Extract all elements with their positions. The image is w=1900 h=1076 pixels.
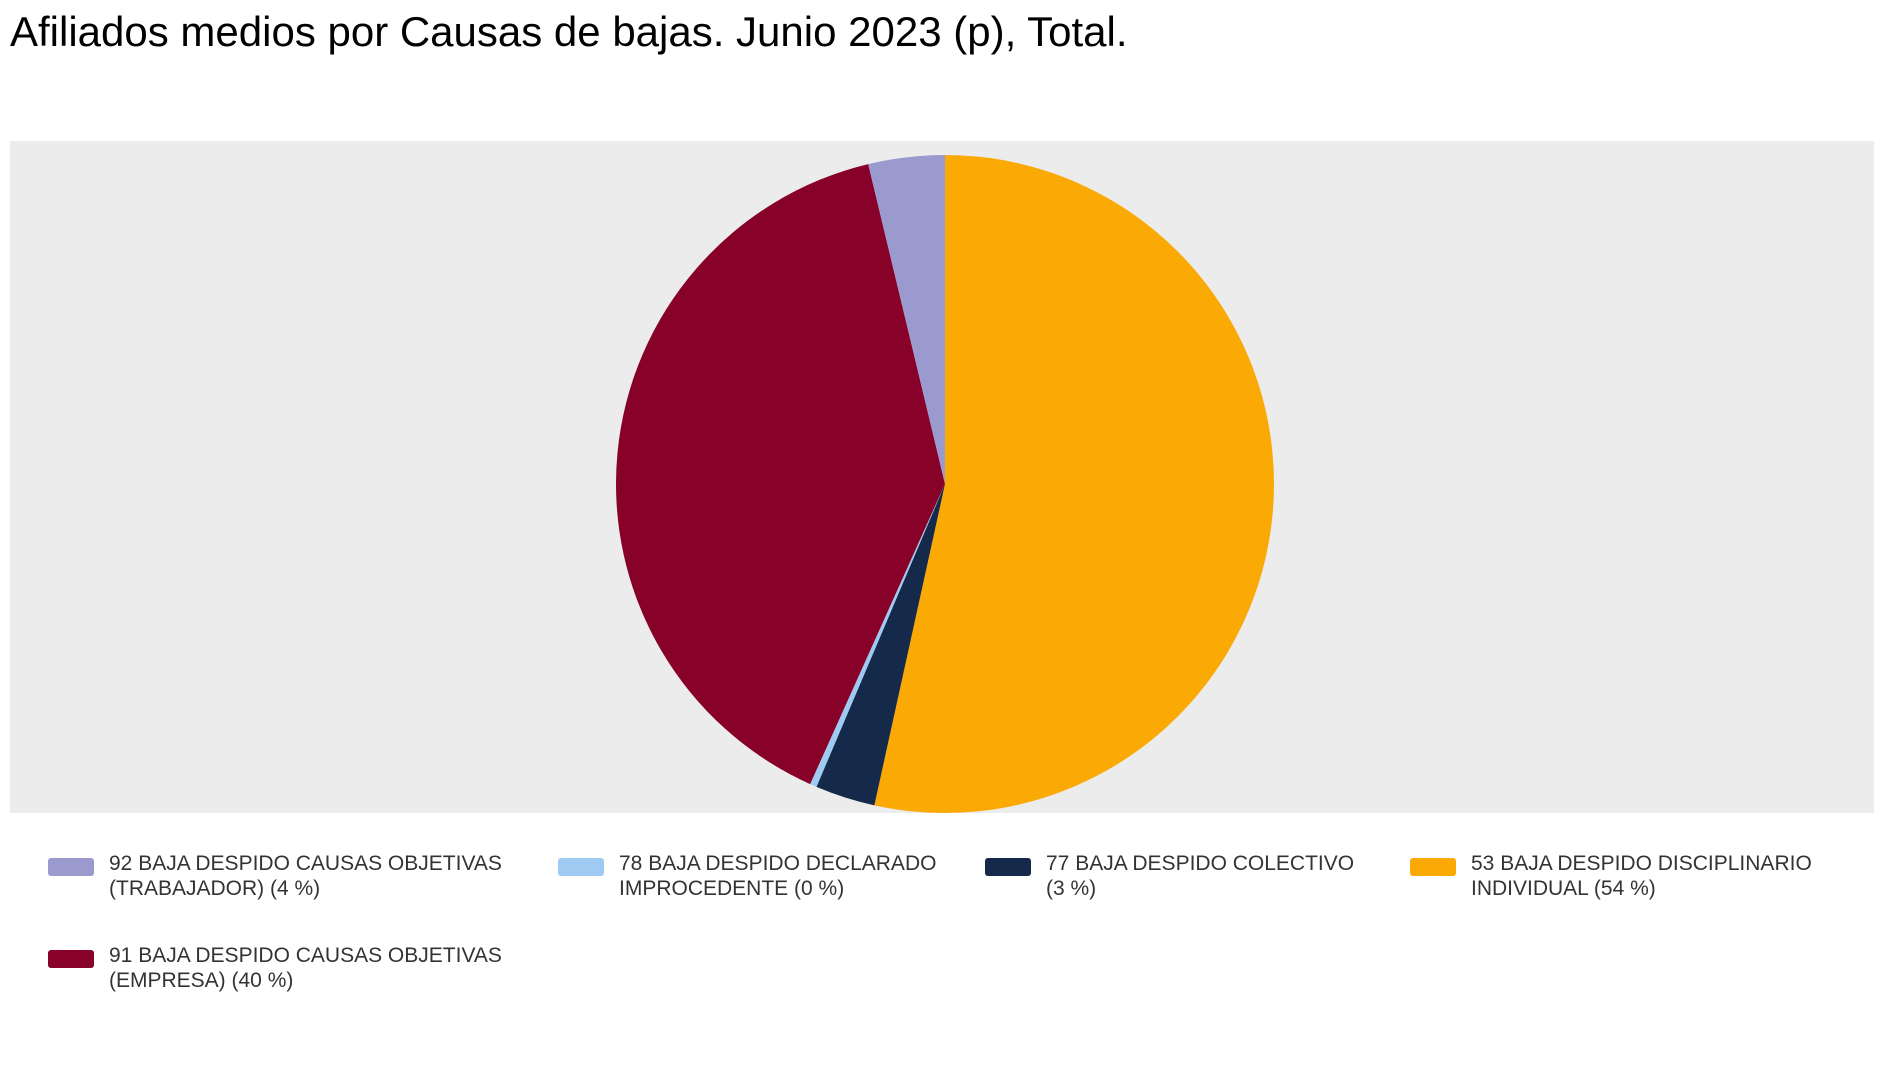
legend-label-78: 78 BAJA DESPIDO DECLARADO IMPROCEDENTE (… — [619, 852, 937, 900]
legend-swatch-78 — [558, 858, 604, 876]
pie-slice-91[interactable] — [616, 164, 945, 785]
chart-title: Afiliados medios por Causas de bajas. Ju… — [10, 8, 1128, 55]
legend-label-77: 77 BAJA DESPIDO COLECTIVO (3 %) — [1046, 852, 1355, 900]
legend-label-53: 53 BAJA DESPIDO DISCIPLINARIO INDIVIDUAL… — [1471, 852, 1812, 900]
legend-item-92-baja-despido-causas-objetivas-trabajador[interactable]: 92 BAJA DESPIDO CAUSAS OBJETIVAS (TRABAJ… — [48, 851, 502, 901]
legend-item-91-baja-despido-causas-objetivas-empresa[interactable]: 91 BAJA DESPIDO CAUSAS OBJETIVAS (EMPRES… — [48, 943, 502, 993]
legend-label-92: 92 BAJA DESPIDO CAUSAS OBJETIVAS (TRABAJ… — [109, 852, 502, 900]
legend-item-77-baja-despido-colectivo[interactable]: 77 BAJA DESPIDO COLECTIVO (3 %) — [985, 851, 1354, 901]
legend-swatch-91 — [48, 950, 94, 968]
pie-slice-92[interactable] — [868, 155, 945, 484]
pie-slice-53[interactable] — [874, 155, 1274, 813]
legend-label-91: 91 BAJA DESPIDO CAUSAS OBJETIVAS (EMPRES… — [109, 944, 502, 992]
legend-swatch-92 — [48, 858, 94, 876]
legend-item-78-baja-despido-declarado-improcedente[interactable]: 78 BAJA DESPIDO DECLARADO IMPROCEDENTE (… — [558, 851, 936, 901]
legend-swatch-53 — [1410, 858, 1456, 876]
pie-chart[interactable] — [616, 155, 1274, 813]
plot-area — [10, 141, 1874, 813]
legend-swatch-77 — [985, 858, 1031, 876]
pie-slice-78[interactable] — [810, 484, 945, 787]
pie-slice-77[interactable] — [816, 484, 945, 806]
legend-item-53-baja-despido-disciplinario-individual[interactable]: 53 BAJA DESPIDO DISCIPLINARIO INDIVIDUAL… — [1410, 851, 1812, 901]
